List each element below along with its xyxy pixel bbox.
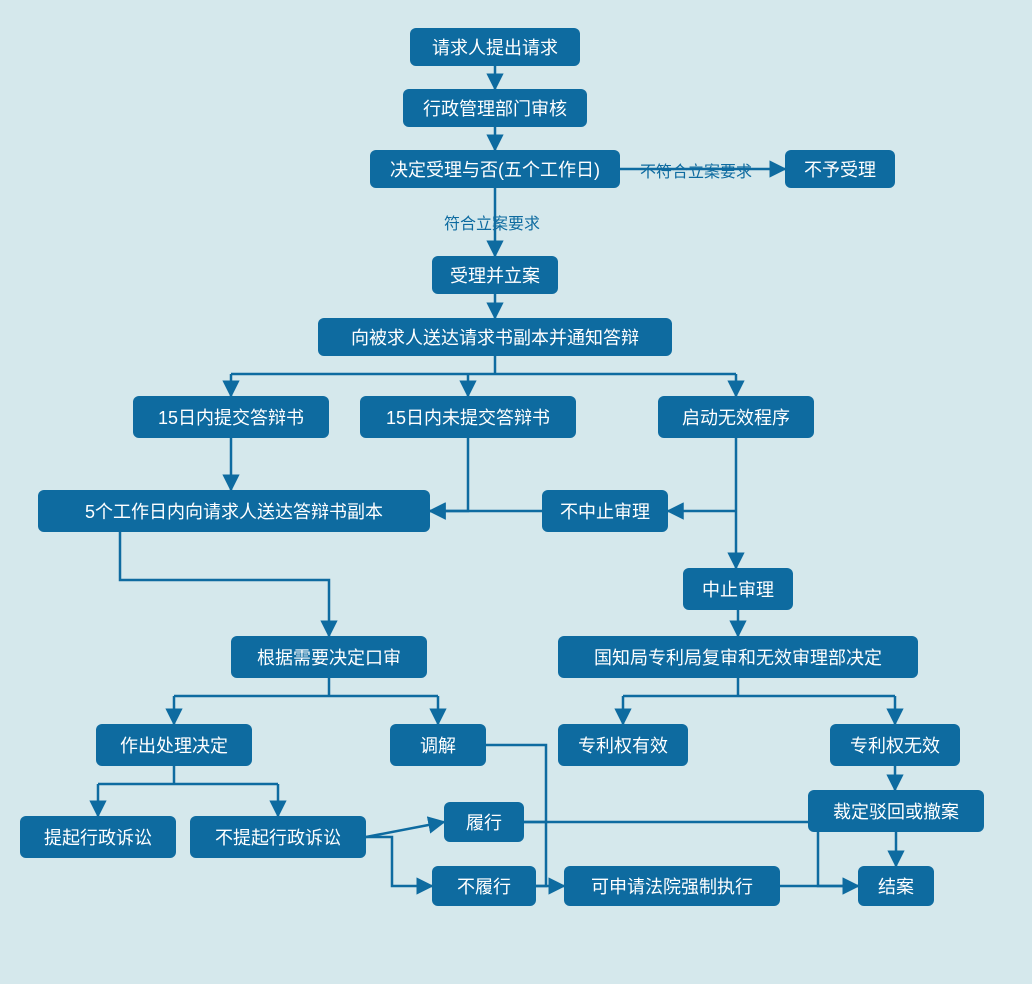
flowchart-node-n6: 向被求人送达请求书副本并通知答辩	[318, 318, 672, 356]
flowchart-node-n19: 提起行政诉讼	[20, 816, 176, 858]
flowchart-node-n15: 作出处理决定	[96, 724, 252, 766]
edge-label-e_lbl2: 符合立案要求	[444, 210, 540, 234]
flowchart-node-n16: 调解	[390, 724, 486, 766]
flowchart-node-n23: 不履行	[432, 866, 536, 906]
flowchart-node-n20: 不提起行政诉讼	[190, 816, 366, 858]
flowchart-node-n8: 15日内未提交答辩书	[360, 396, 576, 438]
flowchart-node-n14: 国知局专利局复审和无效审理部决定	[558, 636, 918, 678]
flowchart-node-n4: 不予受理	[785, 150, 895, 188]
flowchart-node-n3: 决定受理与否(五个工作日)	[370, 150, 620, 188]
edge-label-e_lbl1: 不符合立案要求	[640, 158, 752, 182]
flowchart-node-n13: 根据需要决定口审	[231, 636, 427, 678]
flowchart-node-n5: 受理并立案	[432, 256, 558, 294]
flowchart-node-n17: 专利权有效	[558, 724, 688, 766]
flowchart-node-n2: 行政管理部门审核	[403, 89, 587, 127]
flowchart-node-n11: 不中止审理	[542, 490, 668, 532]
flowchart-node-n1: 请求人提出请求	[410, 28, 580, 66]
flowchart-node-n21: 履行	[444, 802, 524, 842]
flowchart-node-n18: 专利权无效	[830, 724, 960, 766]
flowchart-node-n9: 启动无效程序	[658, 396, 814, 438]
flowchart-node-n7: 15日内提交答辩书	[133, 396, 329, 438]
flowchart-node-n25: 结案	[858, 866, 934, 906]
flowchart-node-n12: 中止审理	[683, 568, 793, 610]
flowchart-node-n22: 裁定驳回或撤案	[808, 790, 984, 832]
flowchart-node-n10: 5个工作日内向请求人送达答辩书副本	[38, 490, 430, 532]
flowchart-node-n24: 可申请法院强制执行	[564, 866, 780, 906]
